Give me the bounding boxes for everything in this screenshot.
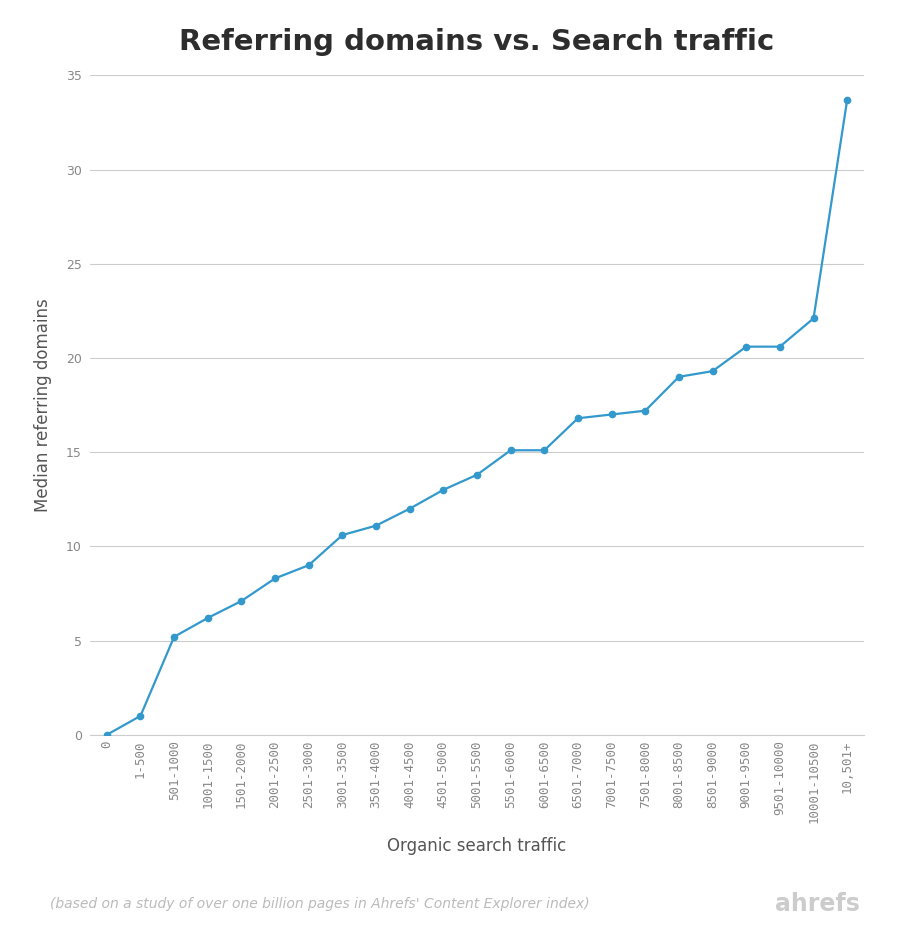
Y-axis label: Median referring domains: Median referring domains (34, 299, 52, 512)
Text: (based on a study of over one billion pages in Ahrefs' Content Explorer index): (based on a study of over one billion pa… (50, 898, 590, 911)
X-axis label: Organic search traffic: Organic search traffic (387, 836, 567, 854)
Title: Referring domains vs. Search traffic: Referring domains vs. Search traffic (179, 28, 775, 57)
Text: ahrefs: ahrefs (775, 892, 860, 917)
